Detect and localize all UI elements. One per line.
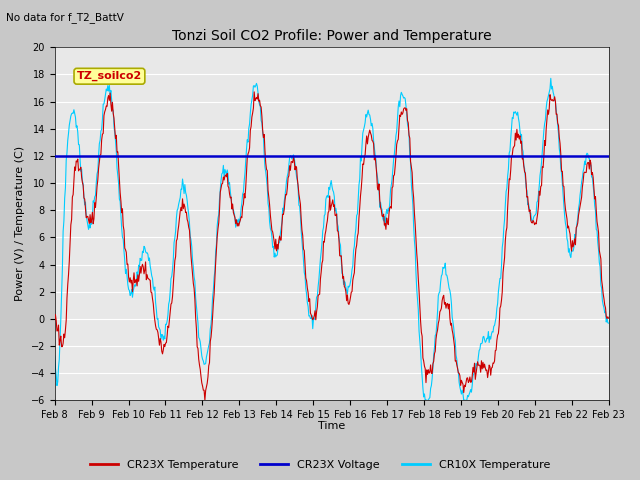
Legend: CR23X Temperature, CR23X Voltage, CR10X Temperature: CR23X Temperature, CR23X Voltage, CR10X … — [86, 456, 554, 474]
Y-axis label: Power (V) / Temperature (C): Power (V) / Temperature (C) — [15, 146, 25, 301]
Text: No data for f_T2_BattV: No data for f_T2_BattV — [6, 12, 124, 23]
Title: Tonzi Soil CO2 Profile: Power and Temperature: Tonzi Soil CO2 Profile: Power and Temper… — [172, 29, 492, 43]
X-axis label: Time: Time — [318, 421, 345, 432]
Text: TZ_soilco2: TZ_soilco2 — [77, 71, 142, 82]
